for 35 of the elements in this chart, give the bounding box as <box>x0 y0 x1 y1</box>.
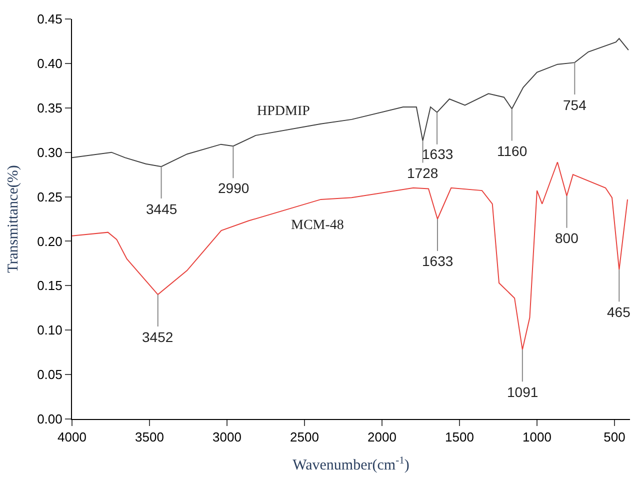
x-tick-label: 4000 <box>58 430 86 445</box>
x-tick-label: 3500 <box>135 430 164 445</box>
y-tick-label: 0.45 <box>37 12 62 27</box>
annotation: 800 <box>555 230 579 246</box>
x-tick-label: 1000 <box>522 430 552 445</box>
x-axis-title: Wavenumber(cm$^{-1}$) <box>292 455 410 474</box>
y-tick-label: 0.25 <box>37 189 62 204</box>
y-tick-label: 0.15 <box>37 278 62 294</box>
x-tick-label: 2000 <box>368 430 396 445</box>
x-tick-label: 2500 <box>290 430 319 445</box>
annotation: 754 <box>563 97 587 113</box>
line-series <box>72 162 628 350</box>
y-tick-label: 0.00 <box>37 412 62 427</box>
annotation: 1160 <box>497 143 528 159</box>
x-tick-label: 3000 <box>212 430 242 445</box>
y-axis-title: Transmittance(%) <box>5 165 22 273</box>
annotation: 1091 <box>507 384 538 400</box>
annotation: 2990 <box>218 180 250 196</box>
annotation: 1633 <box>422 253 454 269</box>
x-tick-label: 500 <box>604 430 626 445</box>
y-tick-label: 0.40 <box>37 56 62 71</box>
y-tick-label: 0.35 <box>37 100 62 116</box>
annotation: 465 <box>607 304 631 320</box>
x-tick-label: 1500 <box>445 430 474 445</box>
annotation: 1633 <box>422 146 454 162</box>
series-label: MCM-48 <box>291 218 344 233</box>
y-tick-label: 0.20 <box>37 234 62 249</box>
series-label: HPDMIP <box>257 104 310 119</box>
annotation: 3445 <box>146 201 178 217</box>
y-tick-label: 0.05 <box>37 367 62 382</box>
y-tick-label: 0.30 <box>37 144 62 160</box>
line-series <box>72 38 629 168</box>
y-tick-label: 0.10 <box>37 322 62 338</box>
annotation: 1728 <box>407 165 438 181</box>
annotation: 3452 <box>142 329 174 345</box>
